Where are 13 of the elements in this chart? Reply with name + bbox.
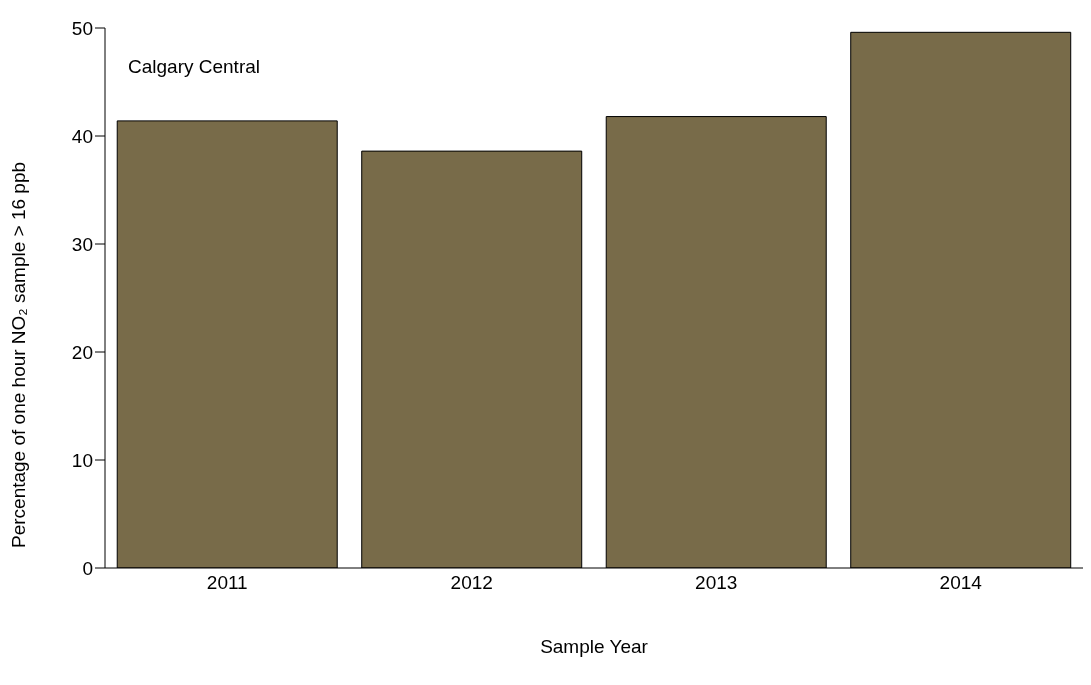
y-tick-label: 30 bbox=[71, 233, 93, 255]
x-tick-label: 2012 bbox=[450, 572, 493, 594]
x-tick-label: 2011 bbox=[206, 572, 248, 594]
y-tick-label: 50 bbox=[71, 17, 93, 39]
annotation: Calgary Central bbox=[128, 56, 260, 78]
y-tick-label: 40 bbox=[71, 125, 93, 147]
x-axis-title: Sample Year bbox=[540, 636, 649, 657]
y-tick-label: 20 bbox=[71, 341, 93, 363]
y-axis-title: Percentage of one hour NO₂ sample > 16 ppb bbox=[7, 161, 29, 548]
x-tick-label: 2014 bbox=[939, 572, 983, 594]
x-tick-label: 2013 bbox=[695, 572, 738, 594]
y-tick-label: 0 bbox=[82, 557, 93, 579]
y-tick-label: 10 bbox=[71, 449, 93, 471]
